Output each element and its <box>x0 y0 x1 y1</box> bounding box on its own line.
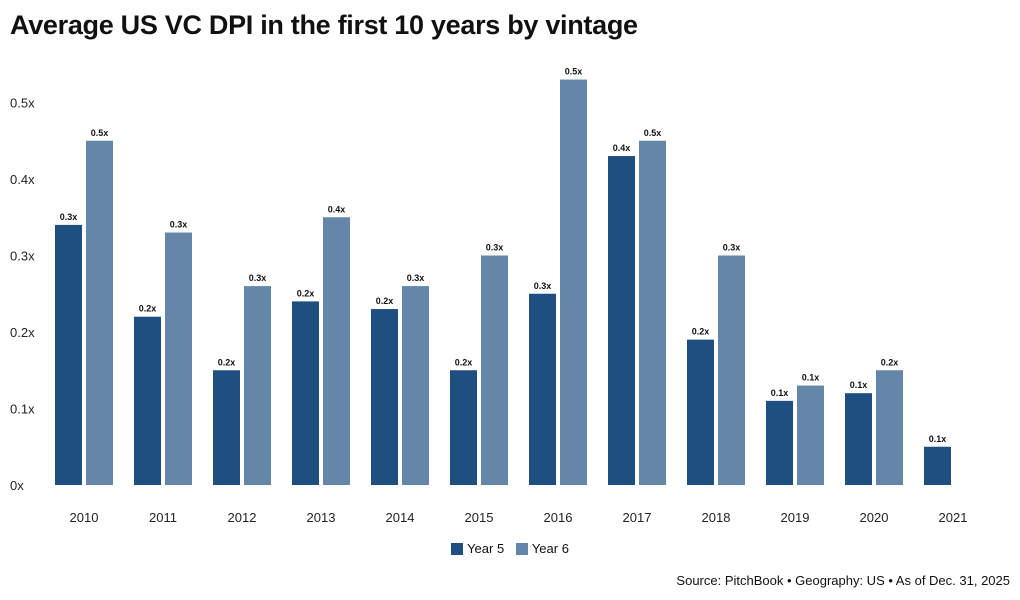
x-tick-label: 2019 <box>781 510 810 525</box>
bar-year6 <box>876 370 903 485</box>
y-tick-label: 0x <box>10 478 24 493</box>
data-label: 0.5x <box>644 128 662 138</box>
bar-year6 <box>797 385 824 485</box>
bar-year6 <box>244 286 271 485</box>
data-label: 0.2x <box>139 304 157 314</box>
y-axis: 0x 0.1x 0.2x 0.3x 0.4x 0.5x <box>10 96 35 494</box>
x-tick-label: 2012 <box>228 510 257 525</box>
legend: Year 5 Year 6 <box>0 541 1020 558</box>
data-label: 0.4x <box>328 204 346 214</box>
x-tick-label: 2021 <box>939 510 968 525</box>
bar-year6 <box>718 255 745 485</box>
x-tick-label: 2016 <box>544 510 573 525</box>
x-tick-label: 2015 <box>465 510 494 525</box>
legend-swatch-year6 <box>515 542 528 555</box>
bar-year5 <box>608 156 635 486</box>
x-tick-label: 2020 <box>860 510 889 525</box>
x-tick-label: 2011 <box>149 510 177 525</box>
x-tick-label: 2014 <box>386 510 415 525</box>
x-tick-label: 2013 <box>307 510 336 525</box>
legend-label-year5: Year 5 <box>467 541 505 556</box>
data-label: 0.2x <box>218 357 236 367</box>
bar-year6 <box>165 232 192 485</box>
bar-year5 <box>845 393 872 485</box>
legend-swatch-year5 <box>451 542 464 555</box>
x-axis: 2010 2011 2012 2013 2014 2015 2016 2017 2018 2019… <box>70 510 968 525</box>
bar-year5 <box>134 316 161 485</box>
bar-year6 <box>86 140 113 485</box>
bar-year5 <box>55 224 82 485</box>
data-label: 0.1x <box>802 373 820 383</box>
bar-year6 <box>560 79 587 486</box>
bar-year6 <box>481 255 508 485</box>
data-label: 0.2x <box>297 288 315 298</box>
data-label: 0.3x <box>534 281 552 291</box>
data-label: 0.3x <box>723 243 741 253</box>
y-tick-label: 0.5x <box>10 96 35 111</box>
y-tick-label: 0.1x <box>10 402 35 417</box>
bar-year5 <box>924 446 951 485</box>
legend-item-year5: Year 5 <box>451 541 504 556</box>
bar-year6 <box>639 140 666 485</box>
x-tick-label: 2018 <box>702 510 731 525</box>
bar-year6 <box>323 217 350 485</box>
x-tick-label: 2010 <box>70 510 99 525</box>
bar-year5 <box>292 301 319 485</box>
data-label: 0.3x <box>486 243 504 253</box>
data-label: 0.1x <box>929 434 947 444</box>
x-tick-label: 2017 <box>623 510 652 525</box>
data-label: 0.1x <box>850 380 868 390</box>
data-label: 0.3x <box>407 273 425 283</box>
data-label: 0.2x <box>881 357 899 367</box>
bar-year5 <box>213 370 240 485</box>
y-tick-label: 0.3x <box>10 249 35 264</box>
source-note: Source: PitchBook • Geography: US • As o… <box>676 573 1010 588</box>
data-label: 0.2x <box>692 327 710 337</box>
y-tick-label: 0.4x <box>10 172 35 187</box>
data-label: 0.4x <box>613 143 631 153</box>
data-label: 0.5x <box>91 128 109 138</box>
data-label: 0.3x <box>60 212 78 222</box>
legend-item-year6: Year 6 <box>515 541 569 556</box>
bar-year6 <box>402 286 429 485</box>
bar-chart: 0x0.1x0.2x0.3x0.4x0.5x 0.3x0.5x0.2x0.3x0… <box>10 67 968 525</box>
data-label: 0.3x <box>170 220 188 230</box>
data-label: 0.2x <box>376 296 394 306</box>
chart-title: Average US VC DPI in the first 10 years … <box>10 10 638 40</box>
bar-year5 <box>687 339 714 485</box>
data-label: 0.3x <box>249 273 267 283</box>
bar-series-group: 0.3x 0.5x 0.2x 0.3x 0.2x 0.3x 0.2x 0.4x 0.2x 0.3x… <box>55 67 951 486</box>
bar-year5 <box>766 400 793 485</box>
bar-year5 <box>371 309 398 485</box>
data-label: 0.2x <box>455 357 473 367</box>
data-label: 0.1x <box>771 388 789 398</box>
y-tick-label: 0.2x <box>10 325 35 340</box>
bar-year5 <box>450 370 477 485</box>
bar-year5 <box>529 293 556 485</box>
data-label: 0.5x <box>565 67 583 77</box>
legend-label-year6: Year 6 <box>531 541 569 556</box>
